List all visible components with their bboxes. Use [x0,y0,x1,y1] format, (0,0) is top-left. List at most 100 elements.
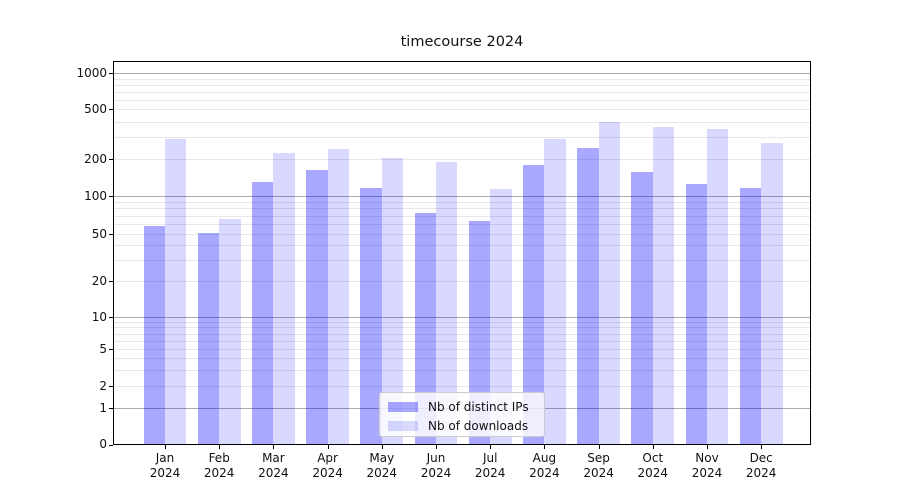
y-tick-label: 2 [99,378,107,393]
x-tick-label: Sep 2024 [583,451,614,480]
gridline-minor [113,91,811,93]
x-tick-mark [381,445,383,449]
gridline-minor [113,109,811,111]
gridline-minor [113,234,811,235]
bar-downloads-6 [490,188,512,445]
bar-ips-0 [143,225,165,445]
bar-downloads-1 [219,218,241,445]
plot-area: Nb of distinct IPs Nb of downloads [109,61,811,449]
x-tick-mark [273,445,275,449]
x-tick-label: Oct 2024 [637,451,669,480]
axis-spine-top [113,61,811,62]
bar-downloads-11 [761,142,783,445]
gridline-minor [113,137,811,139]
bar-downloads-10 [707,128,729,445]
x-tick-label: Jul 2024 [474,451,506,480]
gridline-minor [113,327,811,329]
y-tick-mark [109,109,113,111]
bar-ips-7 [523,164,545,445]
bar-ips-3 [306,169,328,445]
bar-ips-9 [631,171,653,445]
y-tick-mark [109,444,113,446]
gridline-minor [113,245,811,247]
bar-downloads-7 [544,139,566,445]
bar-ips-10 [685,184,707,445]
x-tick-mark [707,445,708,449]
chart-title: timecourse 2024 [400,34,524,50]
x-tick-label: Nov 2024 [691,451,723,480]
x-tick-label: Apr 2024 [312,451,343,480]
y-tick-label: 50 [91,226,107,241]
gridline-minor [113,99,811,101]
y-tick-mark [109,281,113,282]
gridline-minor [113,159,811,161]
y-tick-mark [109,234,113,235]
gridline-major [113,73,811,75]
gridline-minor [113,121,811,123]
bar-ips-8 [577,148,599,445]
axis-spine-right [810,61,811,445]
y-tick-mark [109,386,113,387]
bar-ips-2 [252,182,274,445]
x-tick-mark [219,445,221,449]
bar-ips-4 [360,187,382,445]
x-tick-label: Feb 2024 [203,451,235,480]
bar-ips-1 [197,232,220,445]
y-tick-mark [109,349,113,351]
y-tick-label: 200 [84,151,107,166]
gridline-minor [113,358,811,360]
y-tick-label: 100 [84,188,107,203]
legend-entry-distinct-ips: Nb of distinct IPs [380,397,544,416]
gridline-major [113,196,811,197]
gridline-minor [113,281,811,282]
bar-downloads-4 [381,158,404,445]
gridline-major [113,317,811,318]
x-tick-label: Jan 2024 [149,451,181,480]
legend-swatch-distinct-ips-icon [388,401,418,412]
gridline-minor [113,78,811,80]
gridline-minor [113,349,811,351]
gridline-minor [113,321,811,323]
bar-downloads-9 [652,127,675,445]
legend-label-distinct-ips: Nb of distinct IPs [428,399,529,414]
y-tick-label: 500 [84,101,107,116]
bar-downloads-3 [327,149,349,445]
x-tick-mark [761,445,763,449]
x-tick-mark [490,445,492,449]
gridline-minor [113,369,811,371]
x-tick-label: May 2024 [366,451,398,480]
bar-ips-5 [414,213,436,445]
x-tick-label: Aug 2024 [529,451,560,480]
legend-label-downloads: Nb of downloads [428,418,529,433]
legend-swatch-downloads-icon [388,420,418,431]
y-tick-mark [109,196,113,197]
bar-ips-11 [739,188,762,445]
legend-entry-downloads: Nb of downloads [380,416,544,435]
axis-spine-left [113,61,114,445]
gridline-minor [113,260,811,262]
y-tick-mark [109,317,113,318]
x-tick-mark [598,445,600,449]
bar-ips-6 [468,221,491,445]
gridline-minor [113,208,811,210]
y-tick-label: 1000 [76,65,107,80]
gridline-minor [113,84,811,86]
x-tick-mark [165,445,166,449]
y-tick-mark [109,159,113,161]
y-tick-label: 10 [91,309,107,324]
x-tick-mark [327,445,329,449]
x-tick-mark [436,445,437,449]
bar-downloads-8 [598,121,620,445]
bar-downloads-5 [436,162,458,445]
gridline-minor [113,386,811,387]
y-tick-mark [109,408,113,409]
x-tick-label: Jun 2024 [420,451,452,480]
bar-downloads-2 [273,152,295,445]
gridline-minor [113,340,811,342]
y-tick-label: 5 [99,341,107,356]
legend: Nb of distinct IPs Nb of downloads [379,392,545,437]
bar-downloads-0 [165,139,187,445]
gridline-minor [113,215,811,217]
x-tick-mark [544,445,546,449]
